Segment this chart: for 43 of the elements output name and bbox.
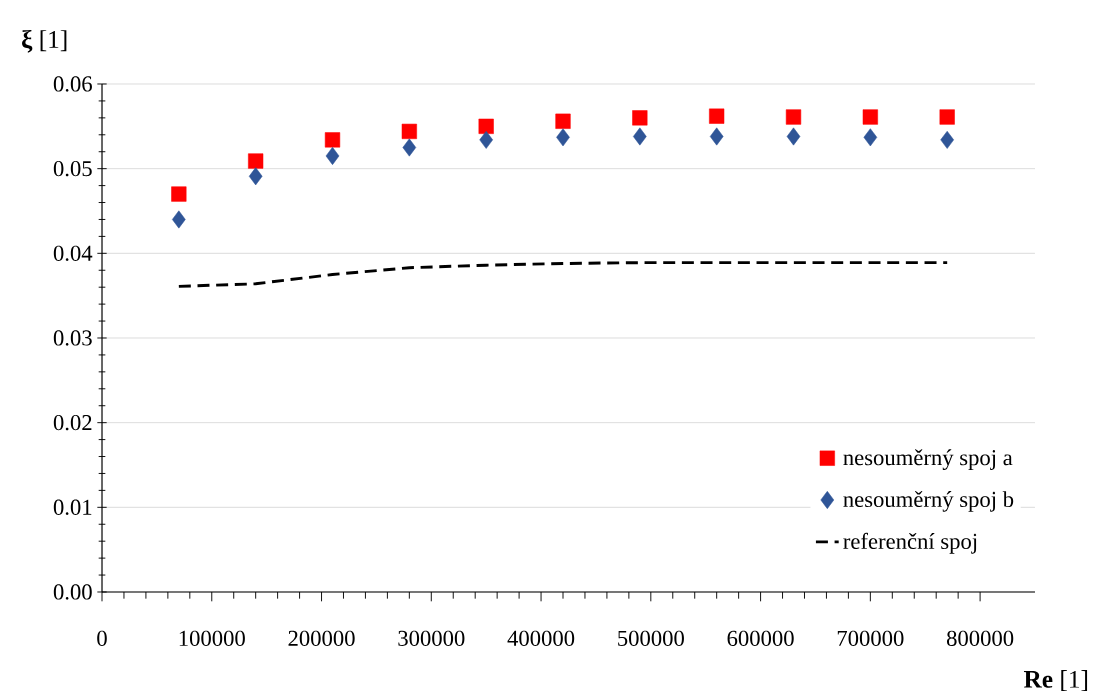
y-tick-label: 0.04 — [53, 245, 93, 262]
y-axis-title: ξ [1] — [22, 30, 67, 53]
x-tick-label: 200000 — [288, 630, 355, 646]
y-tick-label: 0.05 — [53, 160, 92, 177]
point — [402, 138, 417, 157]
point — [863, 128, 878, 147]
point — [939, 109, 955, 125]
point — [478, 118, 494, 134]
y-tick-label: 0.03 — [53, 330, 92, 346]
legend-label: referenční spoj — [843, 532, 977, 554]
point — [555, 113, 571, 129]
point — [556, 128, 570, 147]
point — [401, 123, 417, 140]
x-tick-label: 400000 — [507, 630, 575, 646]
point — [785, 109, 802, 125]
x-tick-label: 500000 — [618, 630, 684, 646]
point — [632, 110, 648, 126]
x-tick-label: 600000 — [727, 630, 794, 646]
y-tick-label: 0.01 — [53, 499, 92, 516]
point — [324, 132, 341, 148]
y-tick-label: 0.02 — [53, 414, 92, 431]
point — [709, 108, 725, 124]
point — [325, 147, 340, 165]
point — [633, 127, 647, 146]
x-tick-label: 0 — [97, 630, 107, 646]
point — [862, 109, 878, 125]
y-tick-label: 0.00 — [53, 584, 92, 600]
point — [248, 153, 264, 169]
point — [786, 127, 801, 146]
point — [940, 130, 954, 149]
x-tick-label: 300000 — [398, 630, 465, 646]
y-tick-label: 0.06 — [53, 76, 92, 92]
x-tick-label: 800000 — [946, 630, 1014, 646]
point — [248, 167, 263, 186]
point — [171, 186, 187, 202]
x-axis-title: Re [1] — [1023, 670, 1088, 691]
x-tick-label: 700000 — [837, 630, 904, 646]
legend-label: nesouměrný spoj a — [843, 449, 1013, 470]
point — [709, 127, 724, 146]
point — [172, 210, 186, 229]
point — [479, 130, 493, 149]
x-tick-label: 100000 — [179, 630, 245, 646]
legend-label: nesouměrný spoj b — [843, 491, 1014, 512]
